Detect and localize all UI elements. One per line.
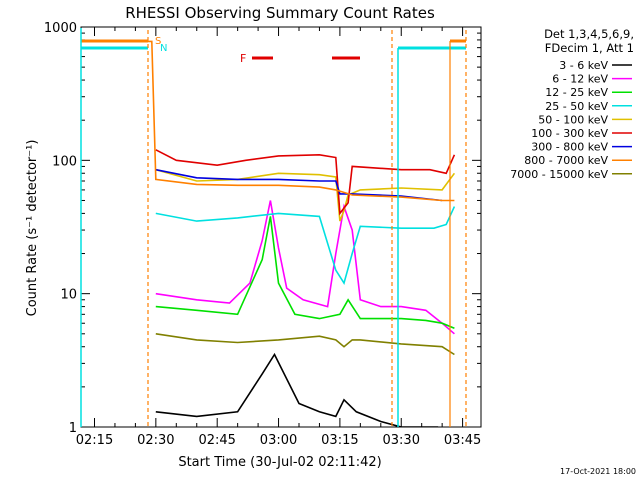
x-tick-label: 02:15: [76, 433, 113, 448]
marker-n-label: N: [160, 43, 167, 54]
x-axis-label: Start Time (30-Jul-02 02:11:42): [178, 455, 381, 470]
x-tick-label: 03:15: [321, 433, 358, 448]
legend-header-line: Det 1,3,4,5,6,9,: [544, 27, 634, 41]
series-800-7000-kev: [81, 40, 455, 202]
x-tick-label: 03:00: [260, 433, 297, 448]
series-25-50-kev: [155, 206, 456, 286]
legend-entry-label: 50 - 100 keV: [538, 113, 608, 126]
y-tick-label: 1000: [44, 21, 77, 36]
series-7000-15000-kev: [155, 333, 455, 356]
marker-s-label: S: [155, 36, 161, 47]
x-tick-label: 03:45: [444, 433, 481, 448]
y-axis-label: Count Rate (s⁻¹ detector⁻¹): [25, 140, 40, 317]
legend-entry-label: 300 - 800 keV: [531, 141, 608, 154]
legend-entry-label: 800 - 7000 keV: [524, 154, 608, 167]
plot-area: 1 10 100 1000 02:15 02:30 02:45 03:00 03:15 03:30…: [44, 21, 482, 448]
legend-entry-label: 7000 - 15000 keV: [510, 168, 608, 181]
x-tick-label: 02:30: [137, 433, 174, 448]
y-tick-label: 100: [52, 154, 77, 169]
legend-entry-label: 12 - 25 keV: [545, 86, 608, 99]
legend-header-line: FDecim 1, Att 1: [545, 41, 634, 55]
y-tick-label: 1: [69, 421, 77, 436]
legend-entry-label: 6 - 12 keV: [552, 73, 608, 86]
series-12-25-kev: [155, 216, 455, 330]
x-tick-label: 02:45: [198, 433, 235, 448]
series-6-12-kev: [155, 200, 455, 335]
timestamp-label: 17-Oct-2021 18:00: [560, 467, 636, 476]
data-layer: [81, 40, 456, 427]
x-tick-label: 03:30: [383, 433, 420, 448]
legend: Det 1,3,4,5,6,9,FDecim 1, Att 1 3 - 6 keV…: [510, 27, 634, 181]
chart-title: RHESSI Observing Summary Count Rates: [125, 4, 435, 22]
legend-entry-label: 3 - 6 keV: [559, 59, 608, 72]
legend-entry-label: 25 - 50 keV: [545, 100, 608, 113]
legend-entry-label: 100 - 300 keV: [531, 127, 608, 140]
series-300-800-kev: [155, 168, 443, 202]
series-3-6-kev: [155, 352, 439, 427]
y-tick-label: 10: [60, 288, 77, 303]
marker-f-label: F: [240, 52, 246, 65]
